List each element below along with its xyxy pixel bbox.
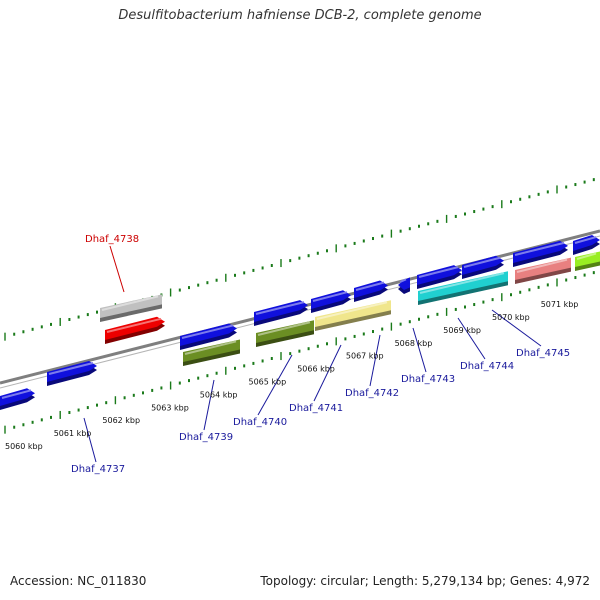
gene-feature-highlight — [355, 281, 385, 291]
gene-feature — [515, 257, 571, 284]
scale-label: 5060 kbp — [5, 442, 43, 451]
gene-label: Dhaf_4741 — [289, 403, 343, 414]
gene-feature — [354, 280, 388, 302]
accession-text: Accession: NC_011830 — [10, 574, 147, 588]
gene-label: Dhaf_4740 — [233, 417, 287, 428]
gene-label: Dhaf_4745 — [516, 348, 570, 359]
gene-feature-highlight — [514, 241, 565, 256]
gene-feature-face — [256, 320, 314, 343]
scale-label: 5069 kbp — [443, 326, 481, 335]
gene-feature-highlight — [516, 258, 568, 273]
gene-feature — [462, 255, 504, 279]
gene-feature-highlight — [101, 295, 159, 311]
label-leader — [412, 327, 427, 373]
scale-label: 5070 kbp — [492, 313, 530, 322]
gene-feature-face — [513, 240, 568, 263]
gene-label: Dhaf_4738 — [85, 234, 139, 245]
gene-feature-face — [183, 339, 240, 362]
gene-feature-highlight — [576, 252, 597, 260]
gene-feature — [105, 316, 165, 344]
gene-feature-highlight — [312, 291, 348, 302]
map-title: Desulfitobacterium hafniense DCB-2, comp… — [118, 8, 482, 23]
gene-feature-face — [0, 388, 35, 406]
label-leader — [109, 245, 125, 293]
gene-feature-highlight — [184, 340, 237, 355]
gene-labels: Dhaf_4738Dhaf_4737Dhaf_4739Dhaf_4740Dhaf… — [71, 234, 570, 475]
gene-feature-face — [417, 265, 462, 285]
gene-feature-face — [315, 300, 391, 327]
gene-feature-highlight — [574, 236, 597, 244]
gene-feature — [575, 251, 600, 271]
gene-feature-face — [47, 361, 97, 382]
gene-feature — [183, 339, 240, 366]
gene-feature-face — [180, 323, 237, 346]
gene-label: Dhaf_4737 — [71, 464, 125, 475]
gene-feature — [47, 361, 97, 386]
label-leader — [203, 379, 215, 431]
gene-feature-highlight — [257, 321, 311, 336]
gene-feature-highlight — [419, 272, 505, 294]
gene-feature-face — [418, 271, 508, 301]
gene-feature — [513, 240, 568, 267]
scale-labels: 5060 kbp 5061 kbp 5062 kbp 5063 kbp 5064 kbp… — [5, 300, 578, 451]
gene-feature — [256, 320, 314, 347]
gene-feature-face — [515, 257, 571, 280]
gene-feature — [100, 294, 162, 322]
scale-label: 5063 kbp — [151, 403, 189, 412]
gene-label: Dhaf_4743 — [401, 374, 455, 385]
gene-feature-highlight — [316, 301, 388, 320]
gene-feature — [0, 388, 35, 410]
gene-feature-highlight — [463, 256, 501, 268]
gene-feature — [417, 265, 462, 289]
gene-feature — [398, 277, 410, 294]
gene-feature-highlight — [255, 301, 305, 315]
label-leader — [457, 317, 486, 360]
scale-label: 5064 kbp — [200, 390, 238, 399]
label-leader — [257, 354, 293, 416]
gene-feature-face — [105, 316, 165, 340]
gene-feature-face — [398, 277, 410, 290]
scale-label: 5065 kbp — [249, 378, 287, 387]
scale-label: 5067 kbp — [346, 352, 384, 361]
gene-feature — [573, 235, 600, 255]
gene-feature-face — [100, 294, 162, 318]
label-leader — [491, 309, 542, 347]
label-leader — [313, 344, 342, 402]
gene-feature — [418, 271, 508, 305]
gene-feature-highlight — [399, 278, 407, 283]
scale-label: 5071 kbp — [541, 300, 579, 309]
gene-feature — [311, 290, 351, 313]
label-leader — [83, 417, 97, 463]
gene-feature-face — [354, 280, 388, 298]
gene-features — [0, 235, 600, 410]
gene-feature-face — [254, 300, 308, 322]
gene-feature-highlight — [418, 266, 459, 278]
gene-feature — [254, 300, 308, 326]
gene-feature — [180, 323, 237, 350]
genome-stats: Topology: circular; Length: 5,279,134 bp… — [260, 574, 590, 588]
gene-label: Dhaf_4739 — [179, 432, 233, 443]
scale-label: 5066 kbp — [297, 365, 335, 374]
gene-label: Dhaf_4744 — [460, 361, 514, 372]
scale-label: 5062 kbp — [102, 416, 140, 425]
scale-label: 5061 kbp — [54, 429, 92, 438]
label-leader — [369, 334, 381, 387]
gene-feature-highlight — [1, 389, 32, 399]
gene-feature-face — [575, 251, 600, 267]
gene-feature-highlight — [181, 324, 234, 339]
gene-feature-face — [311, 290, 351, 309]
gene-feature-highlight — [48, 362, 94, 375]
gene-feature-highlight — [106, 317, 162, 333]
scale-label: 5068 kbp — [395, 339, 433, 348]
gene-feature-face — [573, 235, 600, 251]
gene-feature — [315, 300, 391, 331]
gene-feature-face — [462, 255, 504, 275]
label-leaders — [83, 245, 542, 463]
gene-label: Dhaf_4742 — [345, 388, 399, 399]
scale-ticks — [4, 178, 595, 434]
